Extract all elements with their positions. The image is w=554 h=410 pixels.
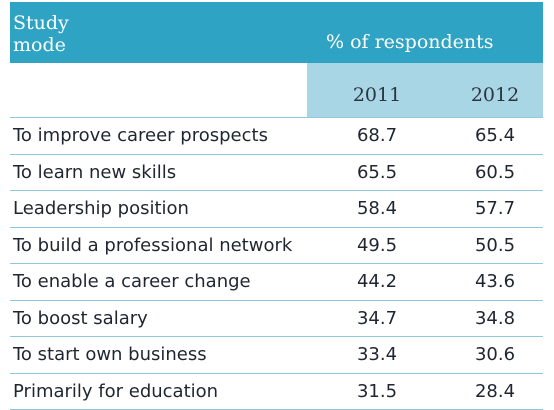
value-2012: 50.5 [455, 235, 535, 257]
value-2012: 30.6 [455, 344, 535, 366]
table-header: Study mode % of respondents [10, 2, 543, 63]
table-row: To boost salary 34.7 34.8 [10, 300, 543, 337]
value-2011: 65.5 [337, 162, 417, 184]
row-label: To learn new skills [13, 162, 176, 184]
table-row: To start own business 33.4 30.6 [10, 336, 543, 373]
table-row: To enable a career change 44.2 43.6 [10, 263, 543, 300]
value-2012: 34.8 [455, 308, 535, 330]
value-2012: 28.4 [455, 381, 535, 403]
value-2012: 65.4 [455, 125, 535, 147]
table-row: To improve career prospects 68.7 65.4 [10, 117, 543, 154]
value-2011: 49.5 [337, 235, 417, 257]
row-label: To enable a career change [13, 271, 251, 293]
respondents-table: Study mode % of respondents 2011 2012 To… [10, 2, 543, 410]
value-2011: 31.5 [337, 381, 417, 403]
row-label: To improve career prospects [13, 125, 268, 147]
table-row: Leadership position 58.4 57.7 [10, 190, 543, 227]
table-row: To learn new skills 65.5 60.5 [10, 154, 543, 191]
year-2011-header: 2011 [337, 84, 417, 106]
value-2011: 44.2 [337, 271, 417, 293]
value-2012: 57.7 [455, 198, 535, 220]
value-2012: 60.5 [455, 162, 535, 184]
value-2012: 43.6 [455, 271, 535, 293]
value-2011: 34.7 [337, 308, 417, 330]
header-percent-respondents: % of respondents [326, 31, 494, 53]
row-label: To start own business [13, 344, 207, 366]
row-label: To build a professional network [13, 235, 292, 257]
header-study-mode: Study mode [13, 12, 69, 56]
table-row: Primarily for education 31.5 28.4 [10, 373, 543, 410]
value-2011: 33.4 [337, 344, 417, 366]
table-row: To build a professional network 49.5 50.… [10, 227, 543, 264]
value-2011: 68.7 [337, 125, 417, 147]
year-2012-header: 2012 [455, 84, 535, 106]
value-2011: 58.4 [337, 198, 417, 220]
year-header-row: 2011 2012 [10, 63, 543, 117]
row-label: Primarily for education [13, 381, 218, 403]
row-label: Leadership position [13, 198, 189, 220]
row-label: To boost salary [13, 308, 148, 330]
